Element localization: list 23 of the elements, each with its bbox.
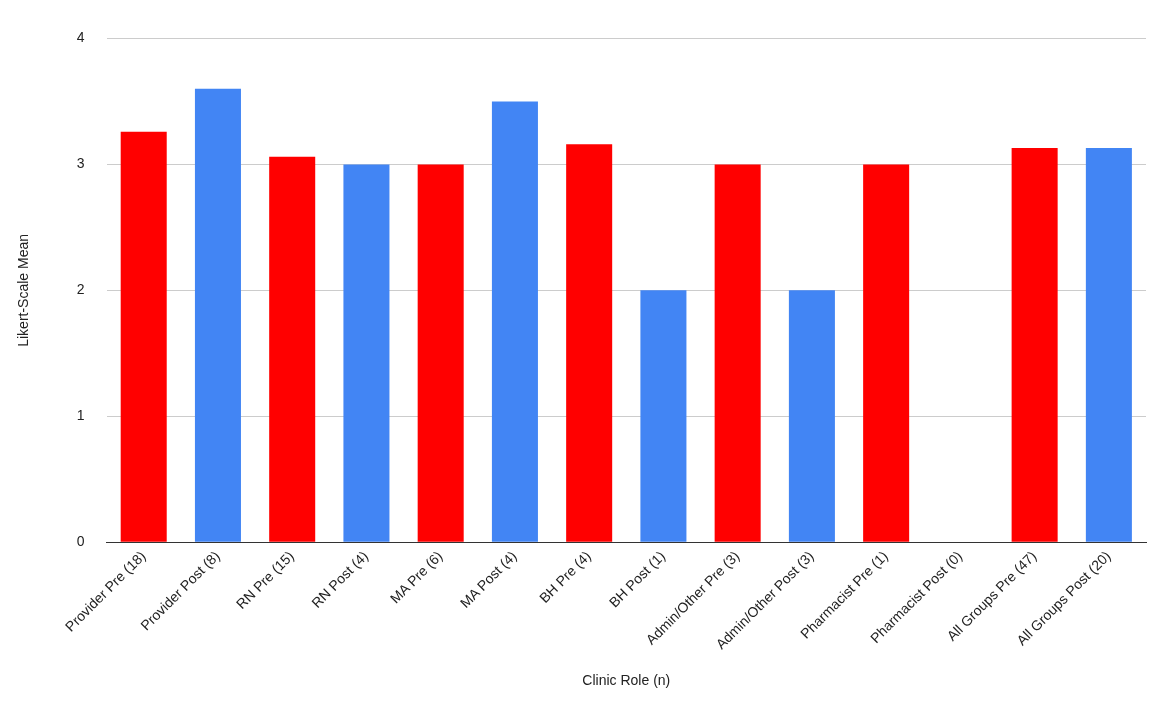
bar	[491, 101, 538, 542]
bar	[343, 164, 390, 542]
bar	[269, 156, 316, 542]
bar	[120, 131, 167, 542]
bar	[640, 290, 687, 542]
x-tick-label: MA Pre (6)	[386, 547, 446, 607]
y-axis-title: Likert-Scale Mean	[15, 233, 32, 347]
bar	[566, 144, 613, 542]
bar	[417, 164, 464, 542]
bar	[863, 164, 910, 542]
y-tick-label: 4	[76, 29, 85, 46]
x-tick-label: RN Pre (15)	[232, 547, 298, 612]
x-tick-label: BH Pre (4)	[535, 547, 595, 606]
bar	[714, 164, 761, 542]
y-tick-label: 1	[76, 407, 85, 424]
x-axis-title: Clinic Role (n)	[582, 672, 671, 689]
y-tick-label: 3	[76, 155, 85, 172]
bar	[1085, 148, 1132, 542]
y-tick-label: 2	[76, 281, 85, 298]
bar	[788, 290, 835, 542]
bar	[1011, 148, 1058, 542]
y-tick-label: 0	[76, 533, 85, 550]
bar	[194, 88, 241, 542]
